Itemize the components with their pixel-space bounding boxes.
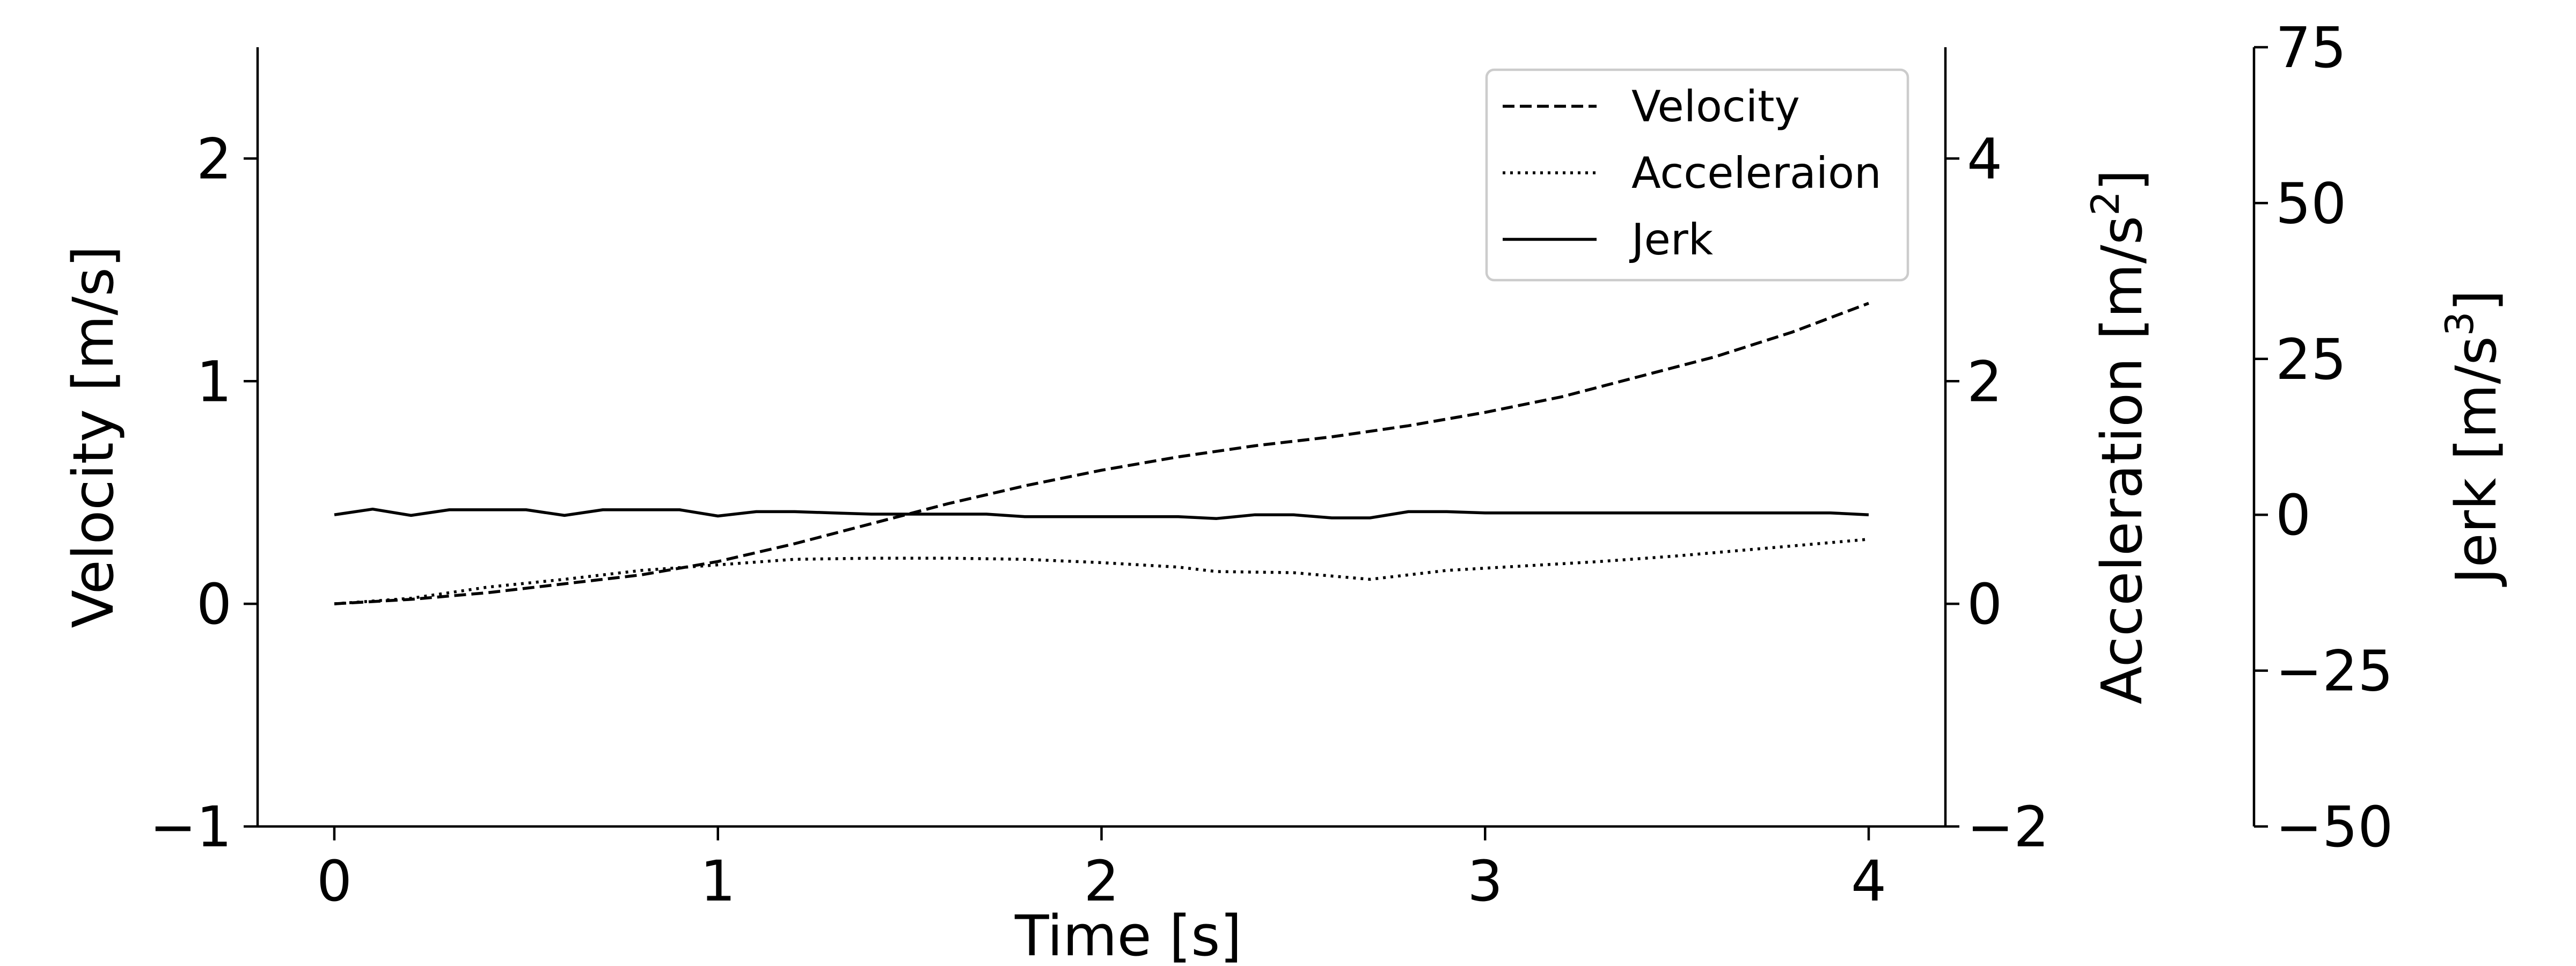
series-layer [334, 302, 1869, 605]
jerk-tick-label: −50 [2275, 794, 2393, 860]
velocity-tick-label: 2 [196, 126, 232, 192]
x-axis-label: Time [s] [1014, 903, 1242, 966]
x-tick-label: 2 [1084, 848, 1119, 914]
x-tick-label: 0 [317, 848, 352, 914]
series-line-velocity [334, 302, 1869, 605]
jerk-tick-label: 75 [2275, 15, 2346, 80]
legend-label-acceleration: Acceleraion [1631, 148, 1882, 198]
acceleration-axis-label: Acceleration [m/s2] [2083, 170, 2155, 705]
x-tick-label: 4 [1851, 848, 1886, 914]
x-tick-label: 1 [700, 848, 736, 914]
jerk-axis-label: Jerk [m/s3] [2437, 290, 2509, 587]
axes-layer: 0 1 2 3 4 Time [s] −1 0 1 2 Velocity [m/s] −2 0 2 4 Acc… [61, 15, 2509, 966]
acceleration-tick-label: 2 [1967, 349, 2002, 414]
legend-frame [1485, 68, 1909, 282]
velocity-tick-label: 1 [196, 349, 232, 414]
legend-label-velocity: Velocity [1631, 82, 1800, 131]
series-line-jerk [334, 507, 1869, 520]
velocity-axis-label: Velocity [m/s] [61, 246, 126, 628]
series-line-acceleration [334, 538, 1869, 605]
velocity-tick-label: 0 [196, 572, 232, 637]
acceleration-tick-label: 0 [1967, 572, 2002, 637]
acceleration-tick-label: −2 [1967, 794, 2049, 860]
acceleration-tick-label: 4 [1967, 126, 2002, 192]
velocity-tick-label: −1 [150, 794, 232, 860]
jerk-tick-label: −25 [2275, 639, 2393, 704]
jerk-tick-label: 50 [2275, 171, 2346, 236]
jerk-tick-label: 0 [2275, 482, 2311, 548]
legend: Velocity Acceleraion Jerk [1485, 68, 1909, 282]
legend-label-jerk: Jerk [1629, 215, 1714, 265]
jerk-tick-label: 25 [2275, 327, 2346, 392]
x-tick-label: 3 [1467, 848, 1503, 914]
